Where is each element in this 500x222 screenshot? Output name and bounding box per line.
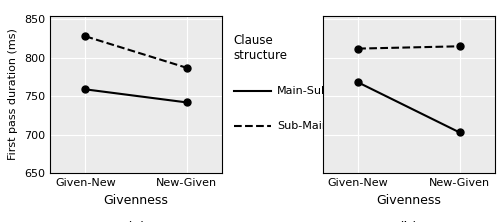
X-axis label: Givenness: Givenness	[376, 194, 442, 207]
Text: (a): (a)	[126, 220, 146, 222]
X-axis label: Givenness: Givenness	[104, 194, 168, 207]
Y-axis label: First pass duration (ms): First pass duration (ms)	[8, 28, 18, 160]
Text: Sub-Main: Sub-Main	[277, 121, 329, 131]
Text: Main-Sub: Main-Sub	[277, 86, 329, 96]
Text: (b): (b)	[399, 220, 418, 222]
Text: Clause
structure: Clause structure	[234, 34, 287, 62]
